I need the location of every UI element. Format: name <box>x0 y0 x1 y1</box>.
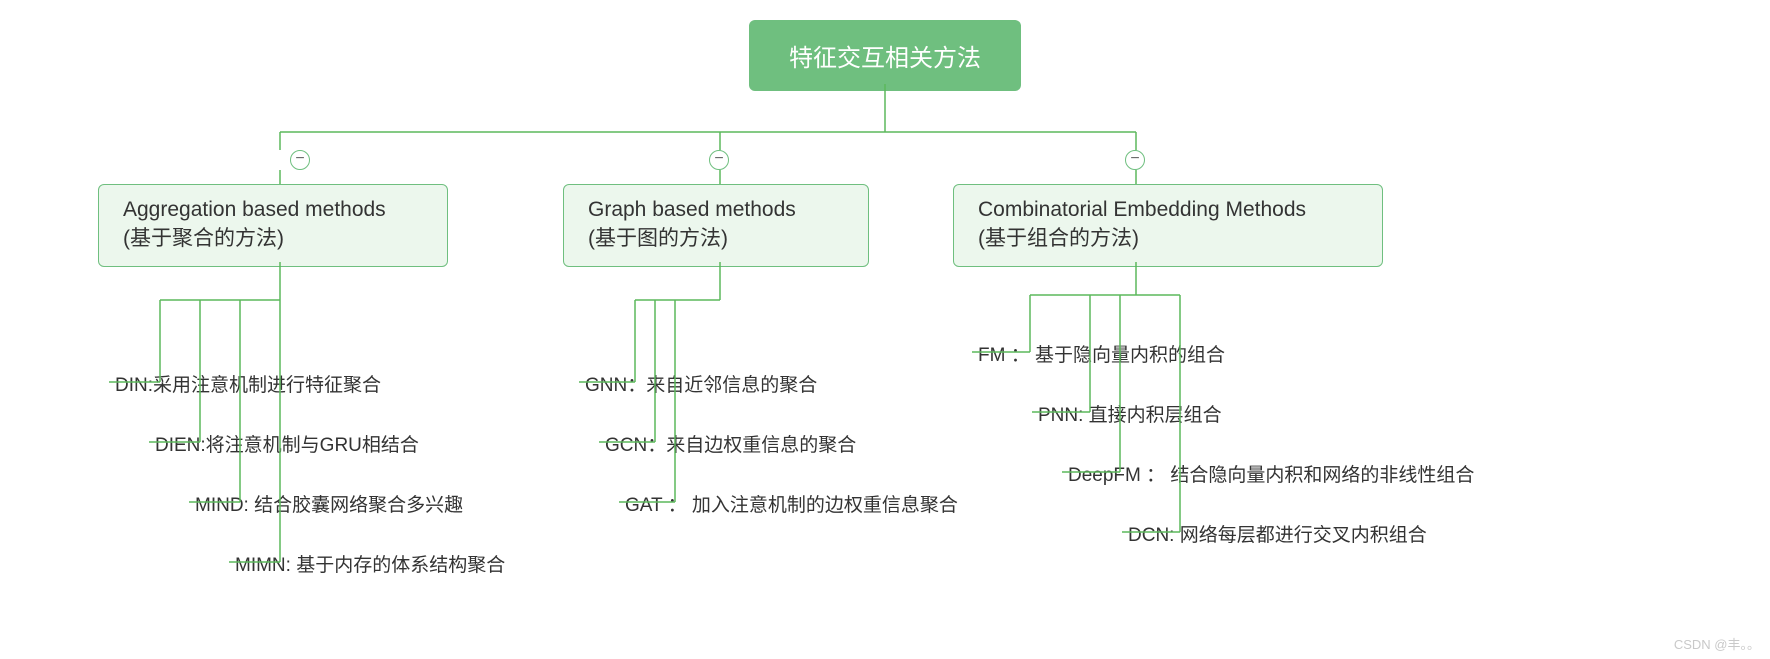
branch-aggregation: Aggregation based methods (基于聚合的方法) <box>98 184 448 267</box>
watermark: CSDN @丰。。 <box>1674 634 1760 653</box>
leaf-mind: MIND: 结合胶囊网络聚合多兴趣 <box>195 490 463 517</box>
leaf-deepfm: DeepFM ： 结合隐向量内积和网络的非线性组合 <box>1068 460 1474 487</box>
branch-combinatorial: Combinatorial Embedding Methods (基于组合的方法… <box>953 184 1383 267</box>
leaf-mimn: MIMN: 基于内存的体系结构聚合 <box>235 550 505 577</box>
branch-graph: Graph based methods (基于图的方法) <box>563 184 869 267</box>
leaf-gat: GAT ： 加入注意机制的边权重信息聚合 <box>625 490 958 517</box>
branch-title-zh: (基于聚合的方法) <box>123 224 423 253</box>
collapse-toggle-aggregation[interactable] <box>290 150 310 170</box>
branch-title-en: Aggregation based methods <box>123 195 423 224</box>
branch-title-en: Graph based methods <box>588 195 844 224</box>
collapse-toggle-combinatorial[interactable] <box>1125 150 1145 170</box>
leaf-dcn: DCN: 网络每层都进行交叉内积组合 <box>1128 520 1427 547</box>
branch-title-zh: (基于图的方法) <box>588 224 844 253</box>
branch-title-en: Combinatorial Embedding Methods <box>978 195 1358 224</box>
leaf-pnn: PNN: 直接内积层组合 <box>1038 400 1222 427</box>
leaf-gnn: GNN：来自近邻信息的聚合 <box>585 370 817 397</box>
leaf-din: DIN:采用注意机制进行特征聚合 <box>115 370 381 397</box>
collapse-toggle-graph[interactable] <box>709 150 729 170</box>
leaf-gcn: GCN：来自边权重信息的聚合 <box>605 430 856 457</box>
branch-title-zh: (基于组合的方法) <box>978 224 1358 253</box>
leaf-fm: FM ： 基于隐向量内积的组合 <box>978 340 1225 367</box>
root-node: 特征交互相关方法 <box>749 20 1021 91</box>
leaf-dien: DIEN:将注意机制与GRU相结合 <box>155 430 419 457</box>
